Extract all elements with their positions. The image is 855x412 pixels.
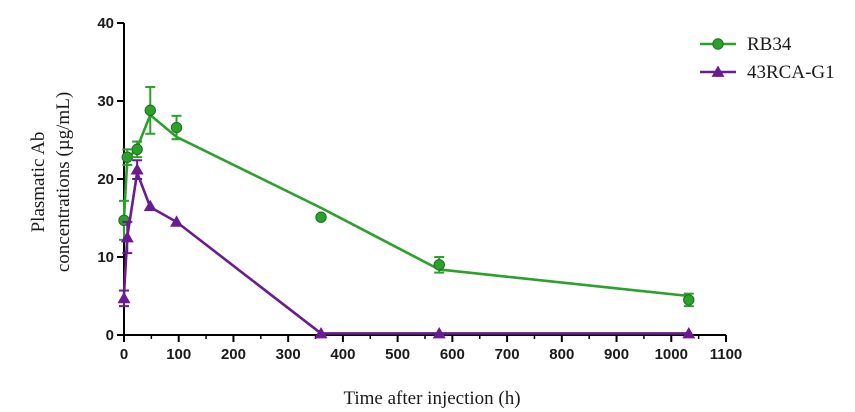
data-point: [130, 163, 144, 175]
x-tick-label: 100: [166, 346, 191, 363]
y-axis-title: Plasmatic Ab concentrations (µg/mL): [28, 92, 74, 272]
legend: RB34 43RCA-G1: [700, 34, 835, 83]
x-tick-label: 600: [440, 346, 465, 363]
data-point: [121, 151, 133, 163]
data-point: [117, 291, 131, 304]
y-tick-label: 0: [106, 327, 114, 344]
y-axis: 0 10 20 30 40: [97, 15, 125, 344]
series-line: [122, 167, 689, 335]
x-tick-label: 1000: [655, 346, 688, 363]
series-line: [122, 112, 689, 298]
data-point: [683, 294, 695, 306]
legend-item: RB34: [700, 34, 792, 55]
y-axis-title-line-1: Plasmatic Ab: [28, 132, 49, 233]
x-tick-label: 900: [604, 346, 629, 363]
y-axis-title-line-2: concentrations (µg/mL): [53, 92, 74, 272]
x-tick-label: 400: [330, 346, 355, 363]
y-tick-label: 40: [97, 15, 114, 32]
data-point: [170, 215, 184, 227]
data-point: [314, 326, 328, 339]
y-tick-label: 10: [97, 249, 114, 266]
x-axis: 0 100 200 300 400 500 600 700 800 900 1000 1100: [120, 334, 743, 363]
data-point: [170, 121, 183, 134]
x-tick-label: 0: [120, 346, 128, 363]
x-tick-label: 1100: [710, 346, 743, 363]
data-point: [120, 231, 134, 243]
data-point: [131, 143, 143, 156]
legend-marker: [712, 38, 724, 50]
x-tick-label: 200: [221, 346, 246, 363]
data-point: [682, 326, 696, 339]
legend-marker: [711, 65, 725, 77]
y-tick-label: 30: [97, 93, 114, 110]
x-tick-label: 800: [549, 346, 574, 363]
series-43RCA-G1: [117, 159, 696, 339]
legend-item: 43RCA-G1: [700, 62, 835, 83]
data-point: [432, 326, 446, 339]
data-point: [144, 104, 156, 117]
legend-label: RB34: [747, 34, 792, 55]
data-point: [143, 199, 157, 212]
x-axis-title: Time after injection (h): [343, 388, 520, 409]
series-RB34: [118, 85, 695, 308]
data-point: [433, 259, 445, 271]
x-tick-label: 500: [385, 346, 410, 363]
series-layer: [117, 85, 696, 339]
legend-label: 43RCA-G1: [747, 62, 835, 83]
data-point: [315, 211, 327, 223]
y-tick-label: 20: [97, 171, 114, 188]
x-tick-label: 300: [276, 346, 301, 363]
x-tick-label: 700: [495, 346, 520, 363]
